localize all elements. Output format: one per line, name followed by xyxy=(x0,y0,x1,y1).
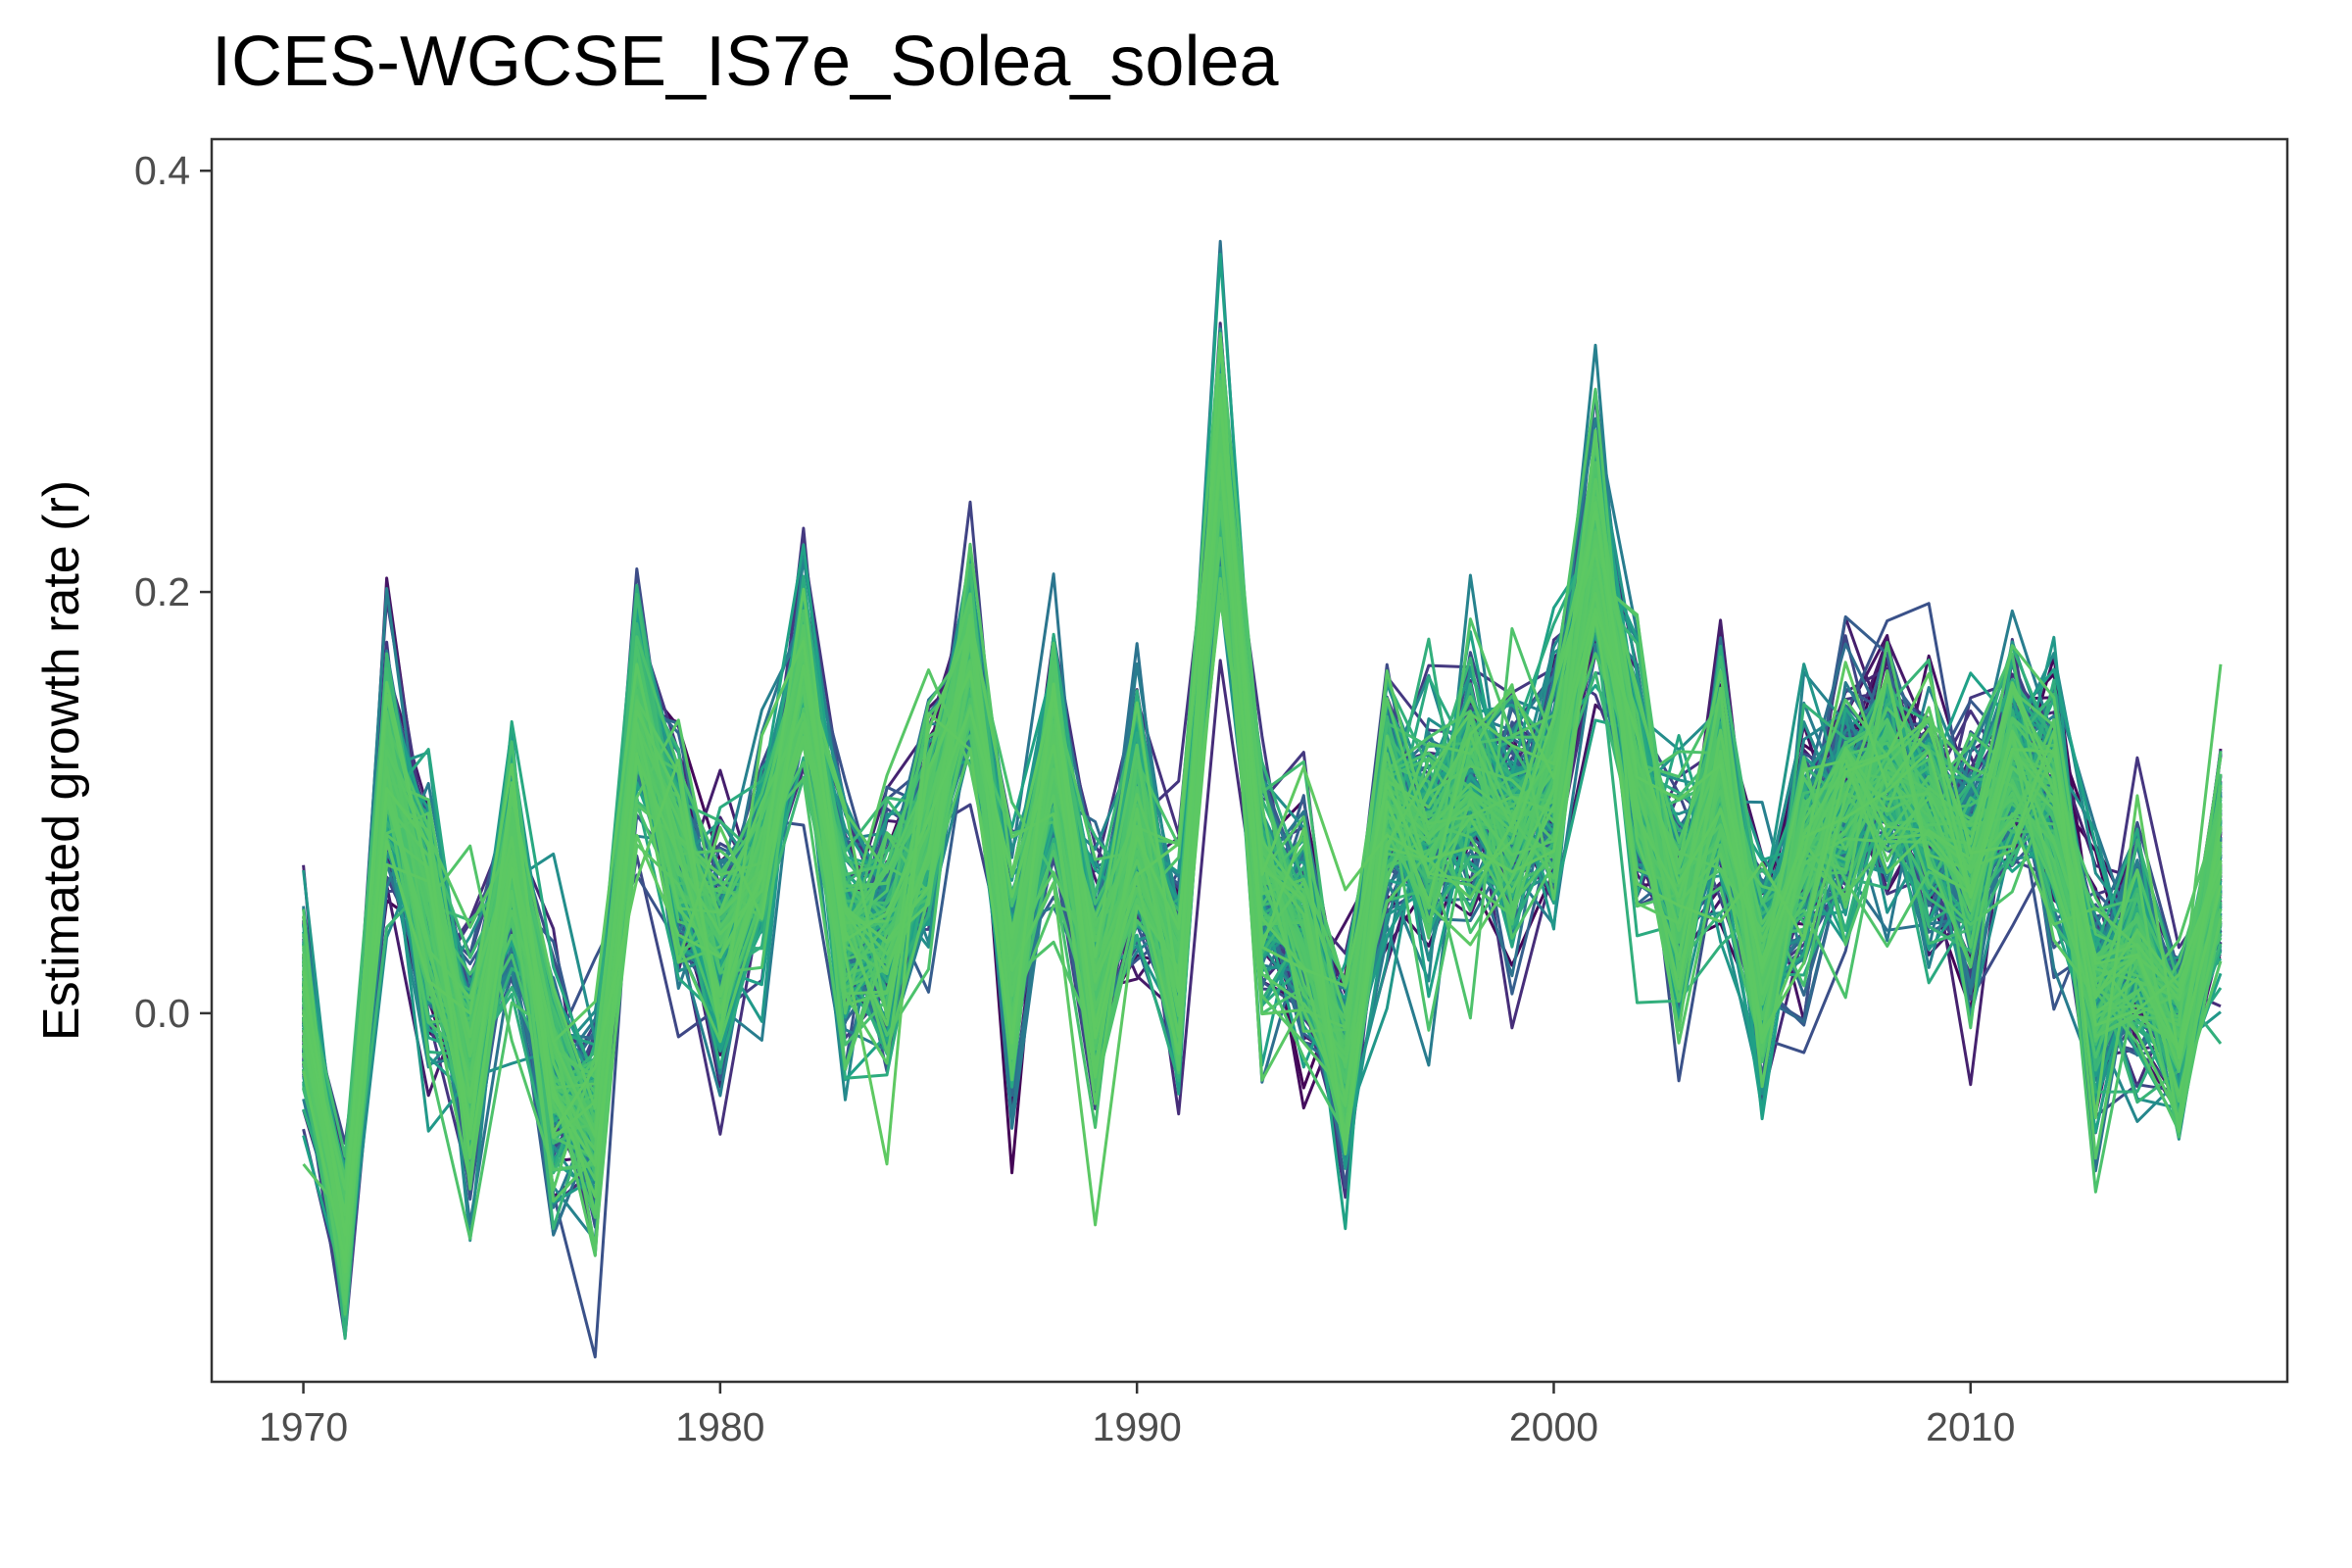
x-tick-label: 2000 xyxy=(1509,1404,1598,1449)
y-tick-label: 0.0 xyxy=(134,991,190,1036)
x-tick-label: 2010 xyxy=(1926,1404,2015,1449)
series-line-211 xyxy=(302,434,2223,1291)
plot-panel-border xyxy=(210,137,2289,1384)
axis-layer: 1970 1980 1990 2000 2010 0.0 0.2 0.4 xyxy=(134,148,2015,1449)
y-tick-label: 0.2 xyxy=(134,569,190,614)
x-tick-label: 1990 xyxy=(1093,1404,1182,1449)
y-tick-label: 0.4 xyxy=(134,148,190,193)
series-line-217 xyxy=(302,547,2223,1274)
chart-title: ICES-WGCSE_IS7e_Solea_solea xyxy=(212,23,1279,101)
series-line-220 xyxy=(302,398,2223,1237)
series-layer xyxy=(302,239,2223,1359)
x-tick-label: 1970 xyxy=(259,1404,348,1449)
series-line-219 xyxy=(302,456,2223,1263)
x-tick-label: 1980 xyxy=(675,1404,764,1449)
y-axis-title: Estimated growth rate (r) xyxy=(33,480,90,1041)
